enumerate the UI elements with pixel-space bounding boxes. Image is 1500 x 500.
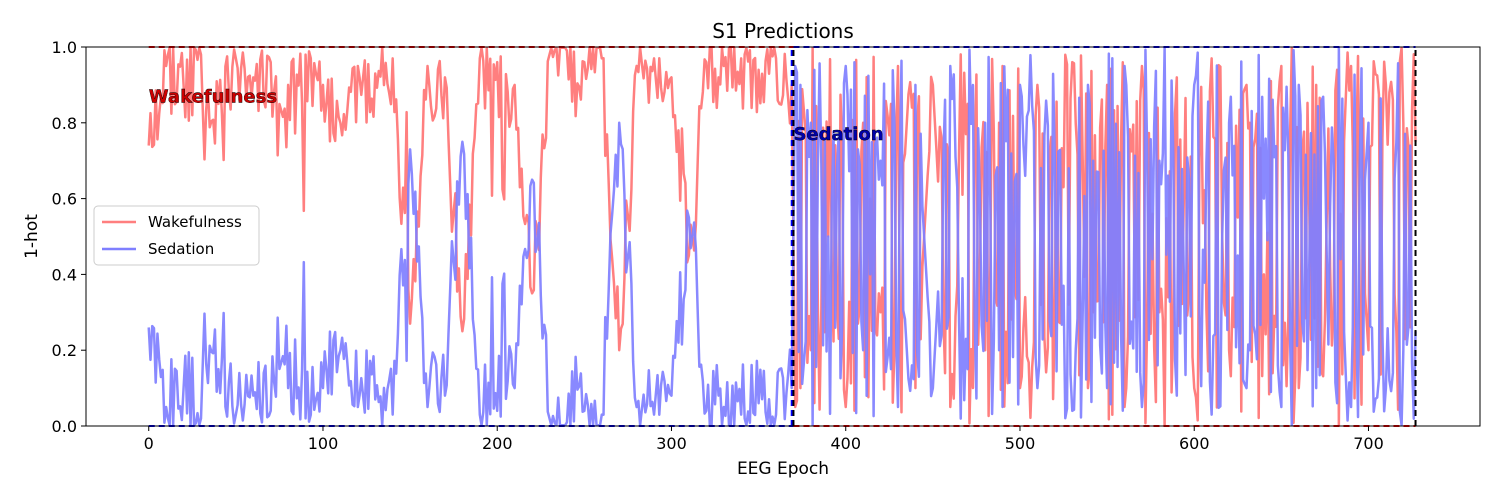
x-tick-label-100: 100 (308, 434, 339, 453)
series-line-wakefulness (147, 47, 1417, 426)
annotation-sedation: Sedation (793, 124, 883, 145)
x-axis-label: EEG Epoch (737, 459, 829, 479)
annotation-wakefulness: Wakefulness (149, 86, 277, 107)
x-tick-label-0: 0 (144, 434, 154, 453)
x-tick-label-400: 400 (830, 434, 861, 453)
y-axis-ticks: 0.0 0.2 0.4 0.6 0.8 1.0 (52, 38, 86, 436)
y-tick-label-5: 1.0 (52, 38, 77, 57)
plot-area: Wakefulness Sedation (85, 46, 1481, 427)
axes-frame (85, 46, 1481, 427)
y-tick-label-0: 0.0 (52, 417, 77, 436)
x-axis-ticks: 0 100 200 300 400 500 600 700 (144, 426, 1384, 453)
x-tick-label-200: 200 (482, 434, 513, 453)
legend-label-sedation: Sedation (148, 240, 214, 258)
series-line-sedation (147, 47, 1417, 426)
y-axis-label: 1-hot (22, 214, 42, 259)
y-tick-label-3: 0.6 (52, 190, 77, 209)
y-tick-label-2: 0.4 (52, 265, 77, 284)
x-tick-label-700: 700 (1353, 434, 1384, 453)
y-tick-label-4: 0.8 (52, 114, 77, 133)
x-tick-label-500: 500 (1005, 434, 1036, 453)
y-tick-label-1: 0.2 (52, 341, 77, 360)
legend-label-wakefulness: Wakefulness (148, 213, 242, 231)
chart-title: S1 Predictions (712, 19, 854, 43)
x-tick-label-600: 600 (1179, 434, 1210, 453)
x-tick-label-300: 300 (656, 434, 687, 453)
legend: Wakefulness Sedation (93, 205, 260, 266)
